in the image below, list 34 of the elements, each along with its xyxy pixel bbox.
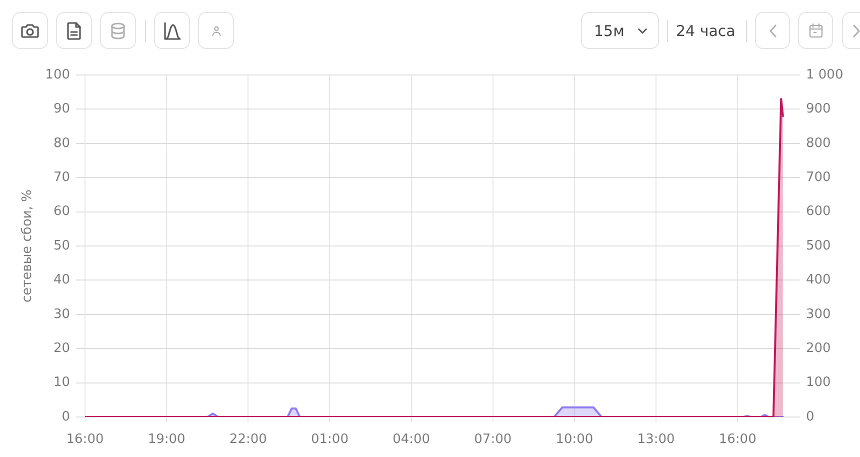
x-tick-label: 16:00 <box>66 432 104 448</box>
y-tick-label: 0 <box>62 409 70 424</box>
y-tick-label: 80 <box>53 136 70 151</box>
y-tick-label: 50 <box>53 238 70 254</box>
x-tick-label: 22:00 <box>229 432 267 448</box>
y-tick-label: 10 <box>53 375 70 390</box>
y2-tick-label: 600 <box>806 204 831 220</box>
x-tick-label: 07:00 <box>474 432 512 448</box>
y2-tick-label: 800 <box>806 136 831 151</box>
x-tick-label: 10:00 <box>556 432 594 448</box>
text: 24 часа <box>676 22 736 40</box>
x-tick-label: 13:00 <box>637 432 675 448</box>
y2-tick-label: 200 <box>806 340 831 356</box>
y2-tick-label: 900 <box>806 102 831 117</box>
y2-tick-label: 400 <box>806 272 831 288</box>
x-tick-label: 04:00 <box>392 432 430 448</box>
y-tick-label: 70 <box>53 170 70 185</box>
y-tick-label: 30 <box>53 306 70 322</box>
x-tick-label: 01:00 <box>310 432 348 448</box>
y2-tick-label: 700 <box>806 170 831 185</box>
y-tick-label: 100 <box>45 67 70 82</box>
y-tick-label: 40 <box>53 272 70 288</box>
y-tick-label: 60 <box>53 204 70 220</box>
y-tick-label: 20 <box>53 340 70 356</box>
y2-tick-label: 500 <box>806 238 831 254</box>
x-tick-label: 19:00 <box>148 432 186 448</box>
y2-tick-label: 0 <box>806 409 814 424</box>
y2-tick-label: 100 <box>806 375 831 390</box>
dropdown: 15м <box>581 12 659 49</box>
y-axis-title: сетевые сбои, % <box>20 190 36 302</box>
y-tick-label: 90 <box>53 102 70 117</box>
x-tick-label: 16:00 <box>718 432 756 448</box>
y2-tick-label: 1 000 <box>806 67 844 82</box>
y2-tick-label: 300 <box>806 306 831 322</box>
